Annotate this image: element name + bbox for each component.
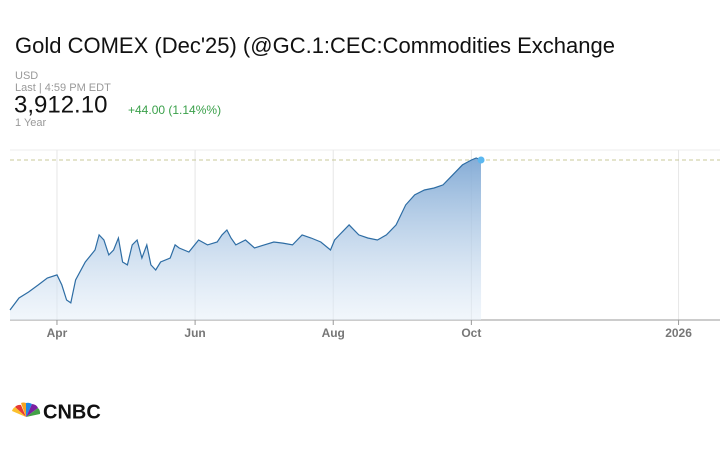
logo-text: CNBC: [43, 401, 101, 423]
x-tick-label: Oct: [461, 326, 481, 340]
range: 1 Year: [15, 117, 47, 129]
currency: USD: [15, 70, 38, 82]
logo-icon: [12, 402, 41, 417]
chart-title: Gold COMEX (Dec'25) (@GC.1:CEC:Commoditi…: [15, 33, 615, 58]
x-tick-label: Jun: [184, 326, 205, 340]
x-tick-label: Apr: [47, 326, 68, 340]
last-price: 3,912.10: [14, 91, 107, 118]
area: [10, 158, 482, 320]
last-point: [477, 156, 485, 164]
timestamp: Last | 4:59 PM EDT: [15, 82, 111, 94]
x-tick-label: Aug: [322, 326, 345, 340]
line: [9, 157, 482, 311]
change: +44.00 (1.14%%): [128, 103, 221, 117]
x-tick-label: 2026: [665, 326, 692, 340]
